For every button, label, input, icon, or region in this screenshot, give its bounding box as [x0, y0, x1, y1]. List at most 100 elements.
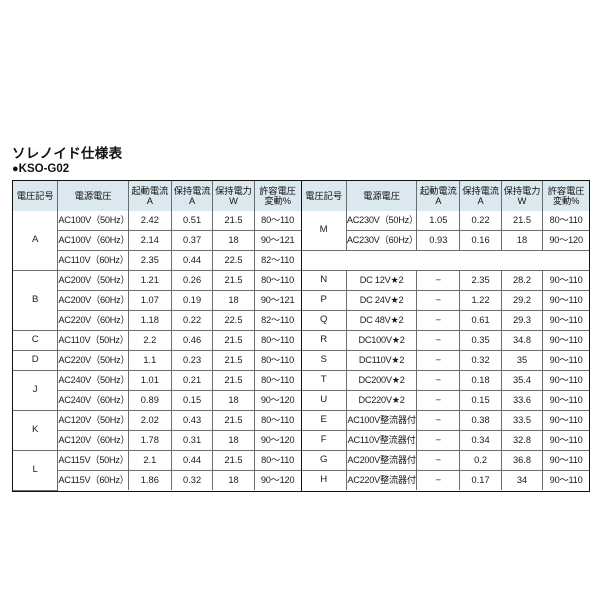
cell-holding-power: 33.6	[500, 390, 544, 411]
cell-starting-current: −	[416, 350, 461, 371]
table-row: N DC 12V★2−2.35 28.2 90〜110	[301, 270, 589, 291]
cell-source-voltage: DC 48V★2	[345, 310, 418, 331]
cell-voltage-range: 90〜110	[542, 390, 589, 411]
table-row: K AC120V（50Hz） 2.02 0.43 21.5 80〜110	[13, 410, 301, 451]
col-header-starting-current: 起動電流 A	[416, 181, 461, 211]
table-row-spacer	[301, 250, 589, 271]
col-header-starting-current: 起動電流 A	[127, 181, 172, 211]
cell-holding-current: 0.44	[170, 450, 214, 471]
spec-table-right-half: 電圧記号 電源電圧 起動電流 A 保持電流 A 保持電力 W 許容電圧 変動% M AC2…	[300, 181, 589, 491]
col-header-starting-current-line2: A	[146, 196, 153, 206]
cell-holding-power: 18	[212, 390, 255, 411]
cell-holding-power: 21.5	[500, 211, 544, 231]
cell-source-voltage: AC120V（50Hz）	[57, 410, 129, 431]
cell-holding-power: 34	[500, 470, 544, 490]
cell-voltage-range: 90〜110	[542, 370, 589, 391]
cell-starting-current: 0.93	[416, 230, 461, 251]
cell-source-voltage: AC115V（60Hz）	[57, 470, 129, 490]
table-row: A AC100V（50Hz） 2.42 0.51 21.5 80〜110	[13, 211, 301, 271]
col-header-holding-power-line2: W	[517, 196, 527, 206]
cell-voltage-symbol: N	[301, 270, 347, 291]
cell-starting-current: 1.07	[127, 290, 172, 311]
cell-holding-current: 0.21	[170, 370, 214, 391]
cell-voltage-symbol: A	[13, 211, 59, 271]
cell-voltage-symbol: G	[301, 450, 347, 471]
cell-starting-current: 1.05	[416, 211, 461, 231]
cell-voltage-range: 90〜110	[542, 270, 589, 291]
cell-starting-current: 2.14	[127, 230, 172, 251]
cell-holding-current: 0.35	[459, 330, 502, 351]
cell-voltage-symbol: K	[13, 410, 59, 451]
cell-starting-current: −	[416, 290, 461, 311]
col-header-starting-current-line1: 起動電流	[419, 185, 457, 196]
cell-voltage-symbol: P	[301, 290, 347, 311]
cell-starting-current: −	[416, 470, 461, 490]
cell-voltage-range: 90〜110	[542, 290, 589, 311]
table-header-left: 電圧記号 電源電圧 起動電流 A 保持電流 A 保持電力 W 許容電圧 変動%	[13, 181, 301, 211]
cell-holding-power: 21.5	[212, 350, 255, 371]
cell-starting-current: 1.78	[127, 430, 172, 451]
cell-source-voltage: AC110V（60Hz）	[57, 250, 129, 271]
cell-holding-power: 28.2	[500, 270, 544, 291]
cell-source-voltage: DC220V★2	[345, 390, 418, 411]
cell-voltage-range: 80〜110	[253, 410, 301, 431]
cell-voltage-symbol: T	[301, 370, 347, 391]
cell-holding-power: 35.4	[500, 370, 544, 391]
cell-holding-current: 0.34	[459, 430, 502, 451]
cell-holding-current: 0.38	[459, 410, 502, 431]
cell-voltage-range: 90〜110	[542, 330, 589, 351]
cell-starting-current: 2.02	[127, 410, 172, 431]
cell-voltage-range: 90〜110	[542, 310, 589, 331]
cell-starting-current: 1.86	[127, 470, 172, 490]
cell-voltage-symbol: Q	[301, 310, 347, 331]
cell-holding-current: 0.44	[170, 250, 214, 271]
table-body-right: M AC230V（50Hz） 1.05 0.22 21.5 80〜110 AC230V（60…	[301, 211, 589, 490]
cell-holding-current: 0.16	[459, 230, 502, 251]
cell-voltage-symbol: R	[301, 330, 347, 351]
cell-starting-current: 0.89	[127, 390, 172, 411]
cell-holding-power: 22.5	[212, 250, 255, 271]
col-header-holding-current-line2: A	[477, 196, 484, 206]
cell-holding-power: 18	[500, 230, 544, 251]
table-row: AC200V（60Hz） 1.07 0.19 18 90〜121	[13, 290, 301, 311]
cell-voltage-range: 90〜110	[542, 470, 589, 490]
cell-voltage-range: 80〜110	[253, 450, 301, 471]
spec-table-right: 電圧記号 電源電圧 起動電流 A 保持電流 A 保持電力 W 許容電圧 変動% M AC2…	[301, 181, 589, 490]
table-row: H AC220V整流器付 −0.17 34 90〜110	[301, 470, 589, 490]
col-header-holding-current-line1: 保持電流	[462, 185, 499, 196]
cell-holding-power: 18	[212, 430, 255, 451]
cell-voltage-range: 80〜110	[253, 211, 301, 231]
col-header-voltage-range: 許容電圧 変動%	[253, 181, 301, 211]
table-body-left: A AC100V（50Hz） 2.42 0.51 21.5 80〜110 AC100V（60…	[13, 211, 301, 491]
cell-holding-current: 0.32	[459, 350, 502, 371]
cell-voltage-range: 80〜110	[253, 270, 301, 291]
col-header-starting-current-line2: A	[435, 196, 442, 206]
col-header-holding-current-line2: A	[189, 196, 196, 206]
cell-voltage-symbol: F	[301, 430, 347, 451]
cell-holding-current: 0.15	[459, 390, 502, 411]
cell-starting-current: 2.42	[127, 211, 172, 231]
cell-starting-current: −	[416, 450, 461, 471]
col-header-holding-power-line1: 保持電力	[215, 185, 252, 196]
cell-holding-current: 0.18	[459, 370, 502, 391]
table-row: U DC220V★2−0.15 33.6 90〜110	[301, 390, 589, 411]
table-row: G AC200V整流器付 −0.2 36.8 90〜110	[301, 450, 589, 471]
cell-holding-power: 29.3	[500, 310, 544, 331]
cell-holding-current: 0.2	[459, 450, 502, 471]
cell-source-voltage: AC230V（50Hz）	[345, 211, 418, 231]
cell-holding-current: 0.19	[170, 290, 214, 311]
table-row: L AC115V（50Hz） 2.1 0.44 21.5 80〜110	[13, 450, 301, 491]
cell-starting-current: −	[416, 390, 461, 411]
cell-source-voltage: AC240V（50Hz）	[57, 370, 129, 391]
header-row: 電圧記号 電源電圧 起動電流 A 保持電流 A 保持電力 W 許容電圧 変動%	[301, 181, 589, 211]
cell-holding-current: 0.61	[459, 310, 502, 331]
cell-voltage-range: 82〜110	[253, 250, 301, 271]
cell-voltage-range: 90〜121	[253, 230, 301, 251]
col-header-holding-power: 保持電力 W	[500, 181, 544, 211]
table-row: Q DC 48V★2−0.61 29.3 90〜110	[301, 310, 589, 331]
cell-holding-power	[501, 250, 543, 271]
table-row: AC115V（60Hz） 1.86 0.32 18 90〜120	[13, 470, 301, 490]
cell-starting-current: 1.1	[127, 350, 172, 371]
cell-holding-current: 2.35	[459, 270, 502, 291]
cell-source-voltage	[346, 250, 417, 271]
